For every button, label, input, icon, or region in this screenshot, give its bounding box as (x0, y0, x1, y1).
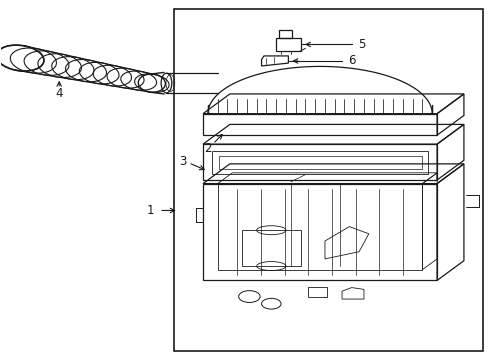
Bar (203, 114, 436, 135)
Bar (307, 287, 327, 297)
Bar (203, 144, 436, 180)
Text: 2: 2 (204, 142, 211, 155)
Text: 3: 3 (179, 155, 186, 168)
Text: 4: 4 (55, 87, 63, 100)
Text: 1: 1 (147, 204, 154, 217)
Bar (173, 9, 483, 351)
Bar (211, 150, 427, 174)
Bar (218, 156, 421, 168)
Text: 5: 5 (357, 38, 365, 51)
Bar (203, 184, 436, 280)
Bar (217, 184, 422, 270)
Bar (276, 39, 300, 51)
Bar (242, 230, 300, 266)
Text: 6: 6 (347, 54, 355, 67)
Bar (278, 31, 292, 39)
